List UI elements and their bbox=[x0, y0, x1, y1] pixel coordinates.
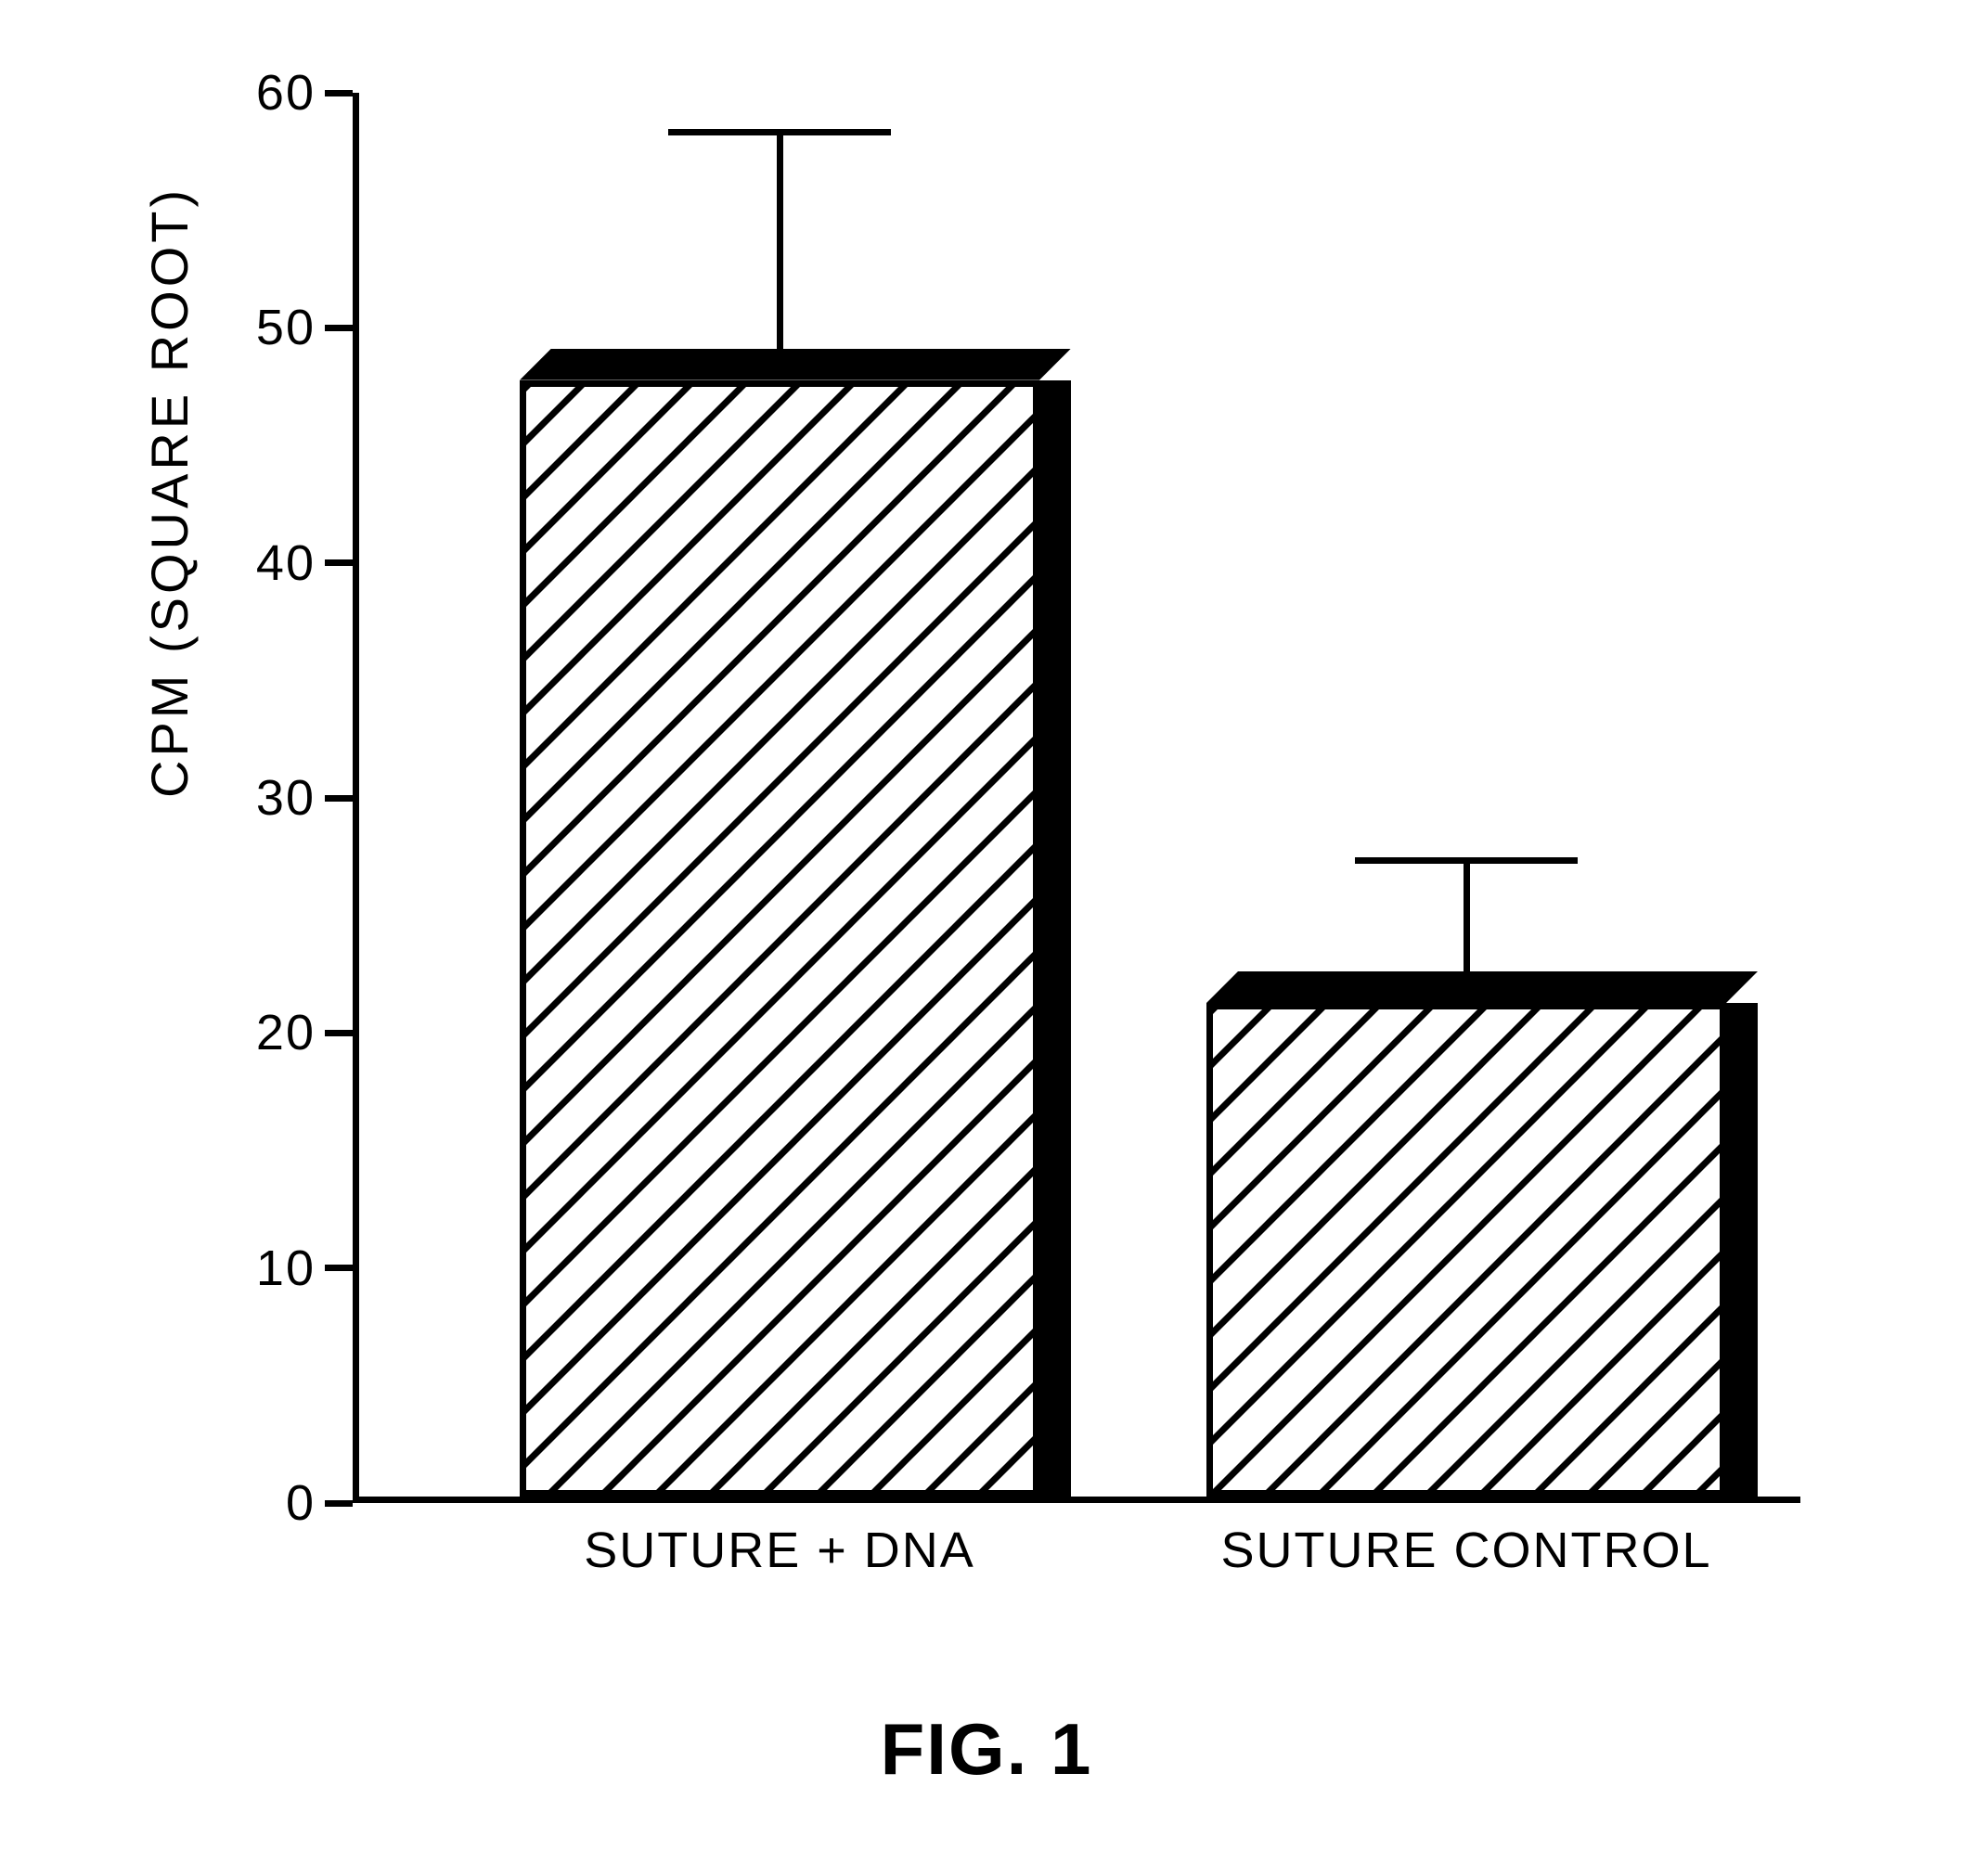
bar-front bbox=[1206, 1003, 1726, 1497]
y-tick bbox=[325, 1030, 353, 1036]
error-cap bbox=[1355, 857, 1578, 864]
bar bbox=[1206, 1003, 1758, 1497]
bar-side bbox=[1726, 1003, 1758, 1497]
x-category-label: SUTURE CONTROL bbox=[1141, 1522, 1791, 1579]
figure: CPM (SQUARE ROOT) 0102030405060 SUTURE +… bbox=[111, 74, 1862, 1802]
bar-front bbox=[520, 380, 1039, 1497]
error-cap bbox=[668, 129, 891, 135]
bar-top bbox=[520, 349, 1071, 380]
error-stem bbox=[777, 132, 783, 355]
bar bbox=[520, 380, 1071, 1497]
y-tick bbox=[325, 1500, 353, 1507]
y-tick bbox=[325, 90, 353, 96]
y-tick bbox=[325, 559, 353, 566]
y-tick-label: 40 bbox=[204, 534, 316, 592]
y-tick bbox=[325, 1265, 353, 1271]
y-tick bbox=[325, 795, 353, 802]
y-tick-label: 30 bbox=[204, 769, 316, 827]
figure-caption: FIG. 1 bbox=[111, 1707, 1862, 1792]
y-axis bbox=[353, 93, 359, 1503]
y-tick-label: 60 bbox=[204, 64, 316, 122]
y-axis-label: CPM (SQUARE ROOT) bbox=[139, 186, 200, 798]
x-category-label: SUTURE + DNA bbox=[455, 1522, 1104, 1579]
y-tick-label: 0 bbox=[204, 1474, 316, 1532]
y-tick-label: 50 bbox=[204, 299, 316, 356]
y-tick-label: 20 bbox=[204, 1004, 316, 1061]
bar-hatch bbox=[526, 387, 1033, 1490]
bar-side bbox=[1039, 380, 1071, 1497]
x-axis bbox=[353, 1497, 1800, 1503]
bar-hatch bbox=[1213, 1009, 1720, 1490]
y-tick-label: 10 bbox=[204, 1240, 316, 1297]
bar-top bbox=[1206, 971, 1758, 1003]
plot-area: 0102030405060 bbox=[353, 93, 1800, 1503]
error-stem bbox=[1464, 860, 1470, 978]
y-tick bbox=[325, 325, 353, 331]
